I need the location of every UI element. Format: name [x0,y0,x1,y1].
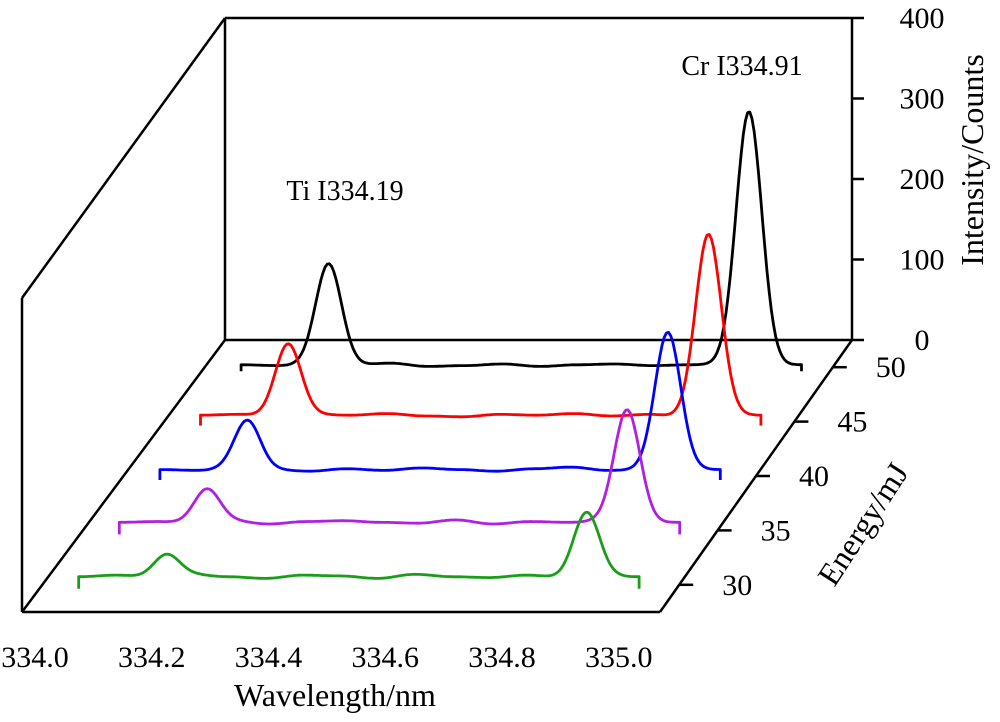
y-tick-label: 100 [900,244,945,277]
x-tick-label: 334.4 [235,641,303,674]
y-axis-title: Intensity/Counts [954,54,990,266]
z-tick-label: 40 [799,460,829,493]
z-tick-label: 45 [837,406,867,439]
annotation-ti: Ti I334.19 [286,176,403,207]
z-tick-label: 50 [876,351,906,384]
y-axis-ticks: 0 100 200 300 400 [852,2,945,357]
x-tick-label: 334.8 [468,641,536,674]
x-axis-title: Wavelength/nm [234,677,436,713]
spectrum-line-40mj [158,331,722,480]
annotation-cr: Cr I334.91 [681,51,802,82]
x-tick-label: 334.2 [118,641,186,674]
spectrum-line-30mj [77,510,641,589]
y-tick-label: 300 [900,83,945,116]
spectra-series [77,110,803,589]
spectrum-line-45mj [199,233,763,426]
spectrum-line-35mj [117,408,682,535]
top-diagonal-edge [20,17,227,299]
spectrum-line-50mj [239,110,803,372]
z-tick-label: 35 [761,514,791,547]
box-frame [20,16,854,614]
x-tick-label: 334.6 [352,641,420,674]
y-tick-label: 0 [915,324,930,357]
x-tick-label: 334.0 [1,641,69,674]
y-tick-label: 200 [900,163,945,196]
x-tick-label: 335.0 [585,641,653,674]
floor-left-diagonal [20,339,227,613]
z-tick-label: 30 [722,569,752,602]
x-axis-ticks: 334.0 334.2 334.4 334.6 334.8 335.0 [1,641,652,674]
y-tick-label: 400 [900,2,945,35]
